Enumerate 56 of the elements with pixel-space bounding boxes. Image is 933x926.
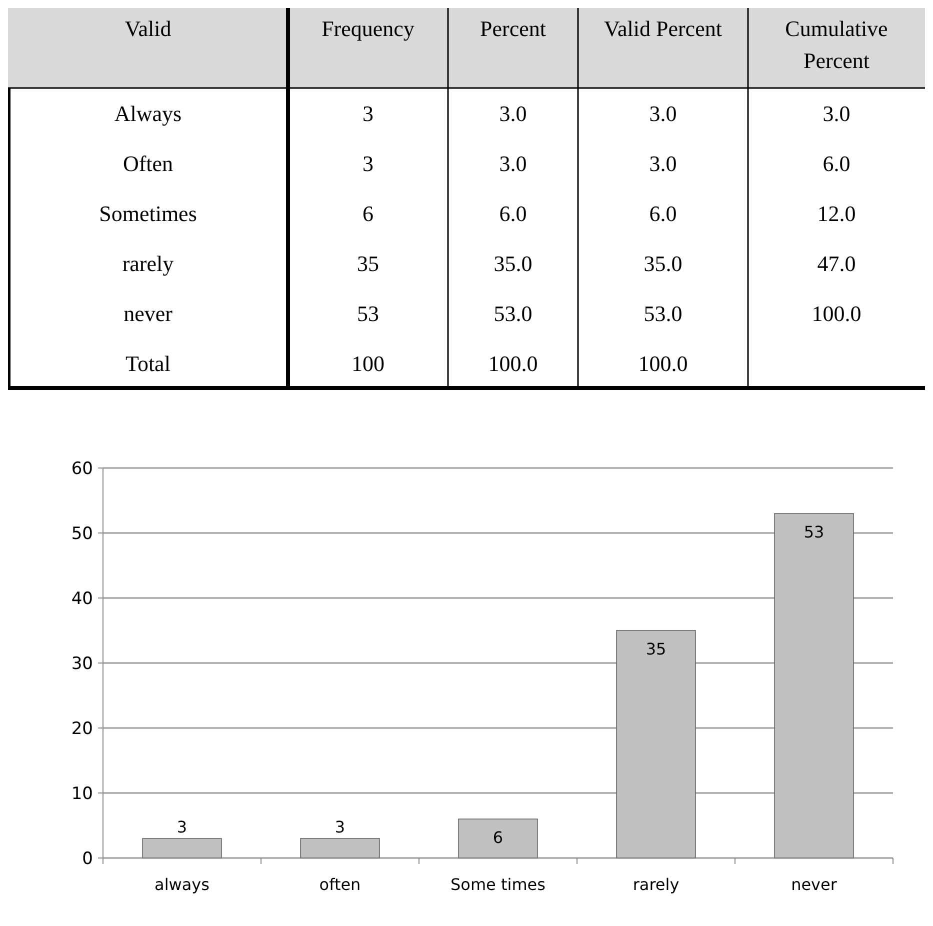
x-tick-label: never [791, 875, 838, 894]
text: Valid [124, 16, 172, 41]
category-label: Often [122, 151, 174, 176]
text: 100.0 [638, 351, 688, 376]
y-tick-label: 0 [82, 849, 93, 869]
data-label: 3 [176, 818, 188, 836]
text: 3 [362, 101, 374, 126]
data-label: 53 [804, 522, 824, 542]
bar [774, 513, 854, 858]
text: 35 [357, 251, 379, 276]
y-tick-label: 50 [71, 524, 93, 544]
category-label: Valid Percent [604, 16, 722, 41]
text: 3.0 [649, 101, 677, 126]
text: 100.0 [488, 351, 538, 376]
data-label: 6 [492, 828, 504, 847]
text: 6.0 [822, 151, 850, 176]
bar [616, 630, 696, 858]
text: 53.0 [494, 301, 532, 326]
text: 47.0 [817, 251, 856, 276]
y-tick-label: 20 [71, 719, 93, 739]
bar [300, 838, 380, 858]
y-tick-label: 30 [71, 654, 93, 674]
x-tick-label: rarely [632, 875, 680, 894]
text: 100.0 [812, 301, 862, 326]
text: 3.0 [822, 101, 850, 126]
text: 53.0 [644, 301, 682, 326]
category-label: Cumulative Percent [785, 16, 888, 73]
text: 3.0 [499, 101, 527, 126]
data-label: 3 [334, 818, 346, 836]
y-tick-label: 40 [71, 589, 93, 609]
text: 6.0 [499, 201, 527, 226]
x-tick-label: Some times [450, 875, 546, 894]
category-label: rarely [122, 251, 174, 276]
x-tick-label: always [154, 875, 210, 894]
category-label: Sometimes [99, 201, 197, 226]
data-label: 35 [646, 640, 666, 658]
category-label: Percent [480, 16, 546, 41]
category-label: Frequency [322, 16, 414, 41]
text: 35.0 [494, 251, 532, 276]
category-label: never [124, 301, 172, 326]
text: 3.0 [499, 151, 527, 176]
y-tick-label: 10 [71, 784, 93, 804]
bar [458, 818, 538, 858]
text: 6.0 [649, 201, 677, 226]
bar [142, 838, 222, 858]
text: 35.0 [644, 251, 682, 276]
text: 53 [357, 301, 379, 326]
text: 6 [362, 201, 374, 226]
y-tick-label: 60 [71, 459, 93, 479]
text: 3 [362, 151, 374, 176]
category-label: Always [114, 101, 182, 126]
text: 100 [352, 351, 384, 376]
category-label: Total [126, 351, 170, 376]
text: 3.0 [649, 151, 677, 176]
text: 12.0 [817, 201, 856, 226]
x-tick-label: often [319, 875, 361, 894]
